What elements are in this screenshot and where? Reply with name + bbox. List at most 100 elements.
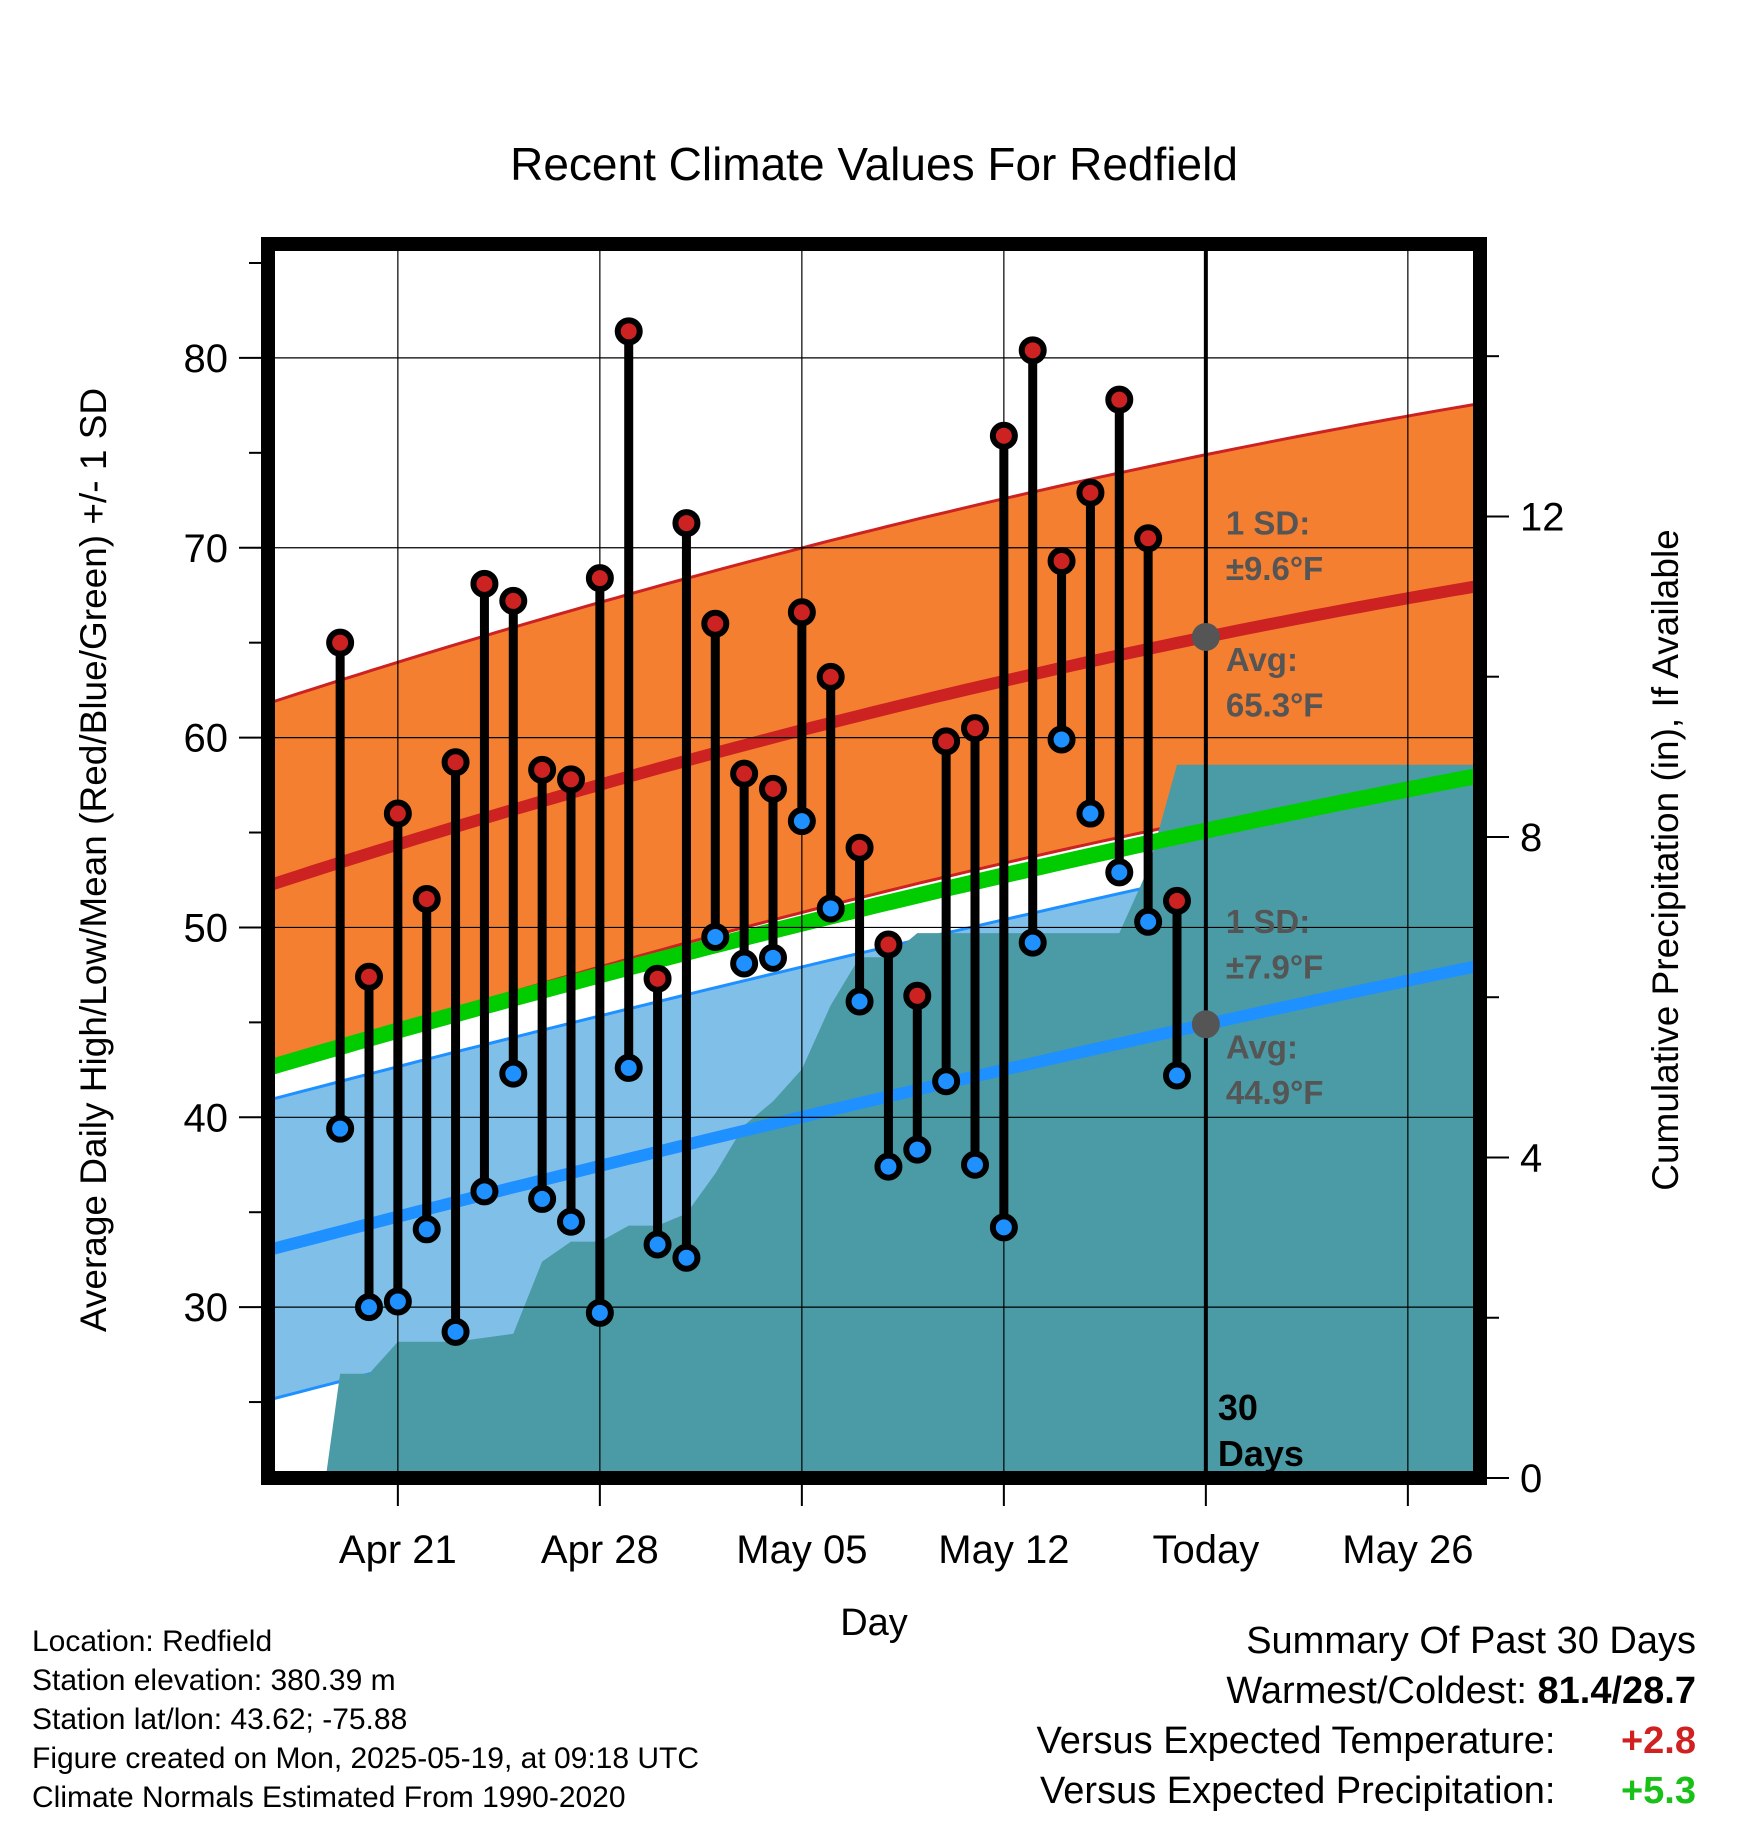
daily-low-marker: [672, 1243, 701, 1272]
y-axis-label: Average Daily High/Low/Mean (Red/Blue/Gr…: [73, 388, 114, 1332]
daily-low-marker: [816, 894, 845, 923]
daily-high-marker: [326, 628, 355, 657]
precip-area: [325, 764, 1480, 1478]
y2-tick-label: 4: [1520, 1136, 1542, 1180]
daily-high-marker: [528, 755, 557, 784]
daily-low-marker: [1105, 858, 1134, 887]
precip-departure-label: Versus Expected Precipitation:: [1040, 1770, 1556, 1812]
y-tick-label: 50: [184, 906, 229, 950]
daily-low-marker: [1047, 725, 1076, 754]
daily-low-marker: [614, 1053, 643, 1082]
x-tick-label: Apr 21: [339, 1528, 457, 1572]
x-tick-label: Today: [1152, 1528, 1259, 1572]
daily-low-marker: [1076, 799, 1105, 828]
high-sd-value: ±9.6°F: [1226, 550, 1323, 587]
daily-high-marker: [383, 799, 412, 828]
daily-high-marker: [441, 748, 470, 777]
temp-departure-row: Versus Expected Temperature: +2.8: [1037, 1716, 1696, 1766]
warmest-coldest-row: Warmest/Coldest: 81.4/28.7: [1037, 1666, 1696, 1716]
daily-high-marker: [816, 662, 845, 691]
x-tick-label: May 12: [938, 1528, 1069, 1572]
today-days-label: Days: [1218, 1433, 1304, 1474]
low-sd-value: ±7.9°F: [1226, 949, 1323, 986]
daily-low-marker: [845, 987, 874, 1016]
daily-high-marker: [730, 759, 759, 788]
high-avg-line: [268, 579, 1480, 892]
daily-low-marker: [701, 922, 730, 951]
daily-high-marker: [672, 509, 701, 538]
high-sd-label: 1 SD:: [1226, 504, 1310, 541]
daily-low-marker: [730, 949, 759, 978]
plot-area: 1 SD: ±9.6°F Avg: 65.3°F 1 SD: ±7.9°F Avg: 44.9…: [268, 244, 1480, 1478]
low-avg-label: Avg:: [1226, 1028, 1298, 1065]
location-text: Location: Redfield: [32, 1625, 273, 1658]
precip-departure-row: Versus Expected Precipitation: +5.3: [1037, 1766, 1696, 1816]
daily-low-marker: [874, 1152, 903, 1181]
y2-tick-label: 0: [1520, 1457, 1542, 1501]
daily-high-marker: [961, 714, 989, 743]
today-days-label: 30: [1218, 1387, 1258, 1428]
daily-low-marker: [961, 1150, 989, 1179]
mean-avg-line: [268, 767, 1480, 1076]
daily-low-marker: [355, 1293, 383, 1322]
station-info: Location: Redfield Station elevation: 38…: [32, 1622, 699, 1817]
chart-title: Recent Climate Values For Redfield: [510, 138, 1238, 190]
daily-low-marker: [585, 1298, 614, 1327]
y2-tick-label: 8: [1520, 816, 1542, 860]
daily-low-marker: [903, 1135, 932, 1164]
daily-low-marker: [1163, 1061, 1191, 1090]
daily-high-marker: [932, 727, 961, 756]
daily-low-marker: [383, 1287, 412, 1316]
daily-low-marker: [932, 1067, 961, 1096]
created-text: Figure created on Mon, 2025-05-19, at 09…: [32, 1742, 700, 1775]
daily-high-marker: [470, 569, 499, 598]
daily-high-marker: [989, 421, 1018, 450]
daily-high-marker: [1134, 524, 1163, 553]
y-tick-label: 80: [184, 337, 229, 381]
y-tick-label: 70: [184, 527, 229, 571]
daily-low-marker: [499, 1059, 528, 1088]
summary-title: Summary Of Past 30 Days: [1246, 1620, 1696, 1662]
high-avg-label: Avg:: [1226, 641, 1298, 678]
daily-low-marker: [1018, 928, 1047, 957]
daily-high-marker: [355, 962, 383, 991]
daily-low-marker: [787, 807, 816, 836]
x-tick-label: May 26: [1342, 1528, 1473, 1572]
plot-frame: [261, 237, 1487, 1485]
warmest-coldest-value: 81.4/28.7: [1537, 1670, 1696, 1712]
daily-low-marker: [326, 1114, 355, 1143]
daily-high-marker: [903, 981, 932, 1010]
daily-high-marker: [787, 598, 816, 627]
y-tick-label: 60: [184, 717, 229, 761]
y-tick-label: 40: [184, 1096, 229, 1140]
temp-departure-label: Versus Expected Temperature:: [1036, 1720, 1556, 1762]
high-avg-value: 65.3°F: [1226, 687, 1324, 724]
warmest-coldest-label: Warmest/Coldest:: [1226, 1670, 1527, 1712]
daily-high-marker: [585, 564, 614, 593]
daily-low-marker: [470, 1177, 499, 1206]
daily-low-marker: [441, 1317, 470, 1346]
today-high-avg-marker: [1191, 622, 1220, 651]
temp-departure-value: +2.8: [1620, 1720, 1696, 1762]
y2-tick-label: 12: [1520, 495, 1565, 539]
daily-high-marker: [1105, 385, 1134, 414]
daily-low-marker: [643, 1230, 672, 1259]
normals-text: Climate Normals Estimated From 1990-2020: [32, 1781, 626, 1814]
daily-high-marker: [412, 884, 441, 913]
daily-high-marker: [1047, 547, 1076, 576]
y-tick-label: 30: [184, 1286, 229, 1330]
daily-high-marker: [1076, 478, 1105, 507]
today-low-avg-marker: [1191, 1010, 1220, 1039]
daily-high-marker: [499, 586, 528, 615]
low-avg-value: 44.9°F: [1226, 1074, 1324, 1111]
daily-high-marker: [759, 774, 787, 803]
x-tick-label: May 05: [736, 1528, 867, 1572]
daily-low-marker: [989, 1213, 1018, 1242]
daily-high-marker: [845, 833, 874, 862]
daily-high-marker: [874, 930, 903, 959]
y2-axis-label: Cumulative Precipitation (in), If Availa…: [1645, 529, 1686, 1191]
daily-low-marker: [528, 1184, 557, 1213]
low-sd-label: 1 SD:: [1226, 903, 1310, 940]
latlon-text: Station lat/lon: 43.62; -75.88: [32, 1703, 408, 1736]
